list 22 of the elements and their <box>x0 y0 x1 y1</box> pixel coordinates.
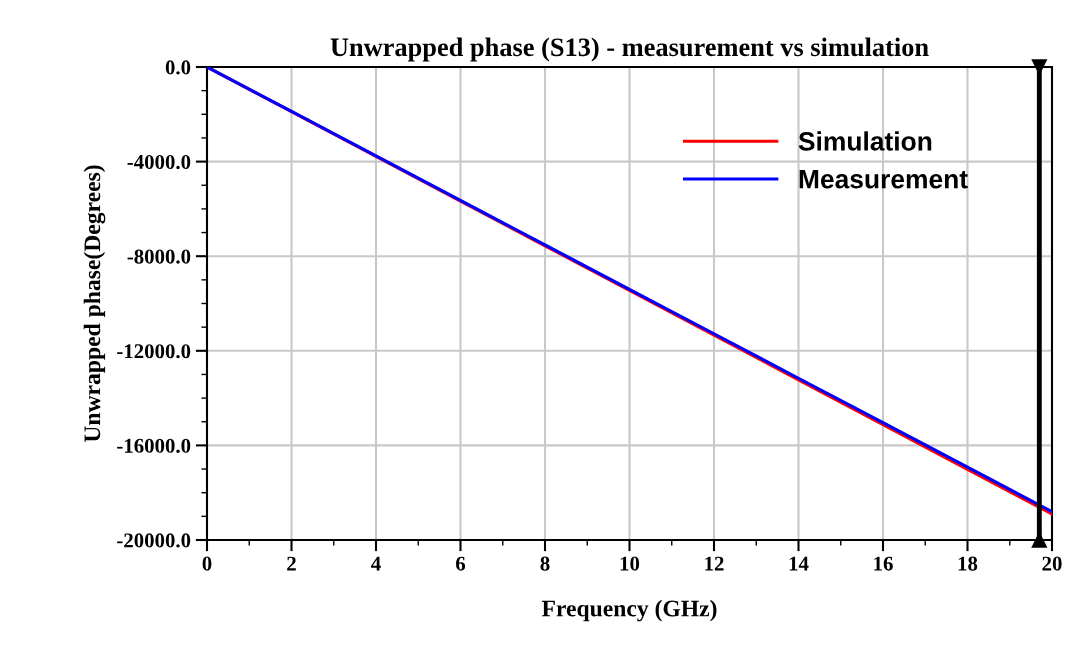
x-tick-label: 2 <box>287 556 296 571</box>
legend-label: Measurement <box>799 170 968 189</box>
x-tick-label: 4 <box>371 556 381 571</box>
x-tick-label: 10 <box>620 556 640 571</box>
x-tick-label: 16 <box>874 556 893 571</box>
y-tick-label: -20000.0 <box>117 533 191 548</box>
y-tick-label: -16000.0 <box>117 438 191 453</box>
x-tick-label: 18 <box>958 556 978 571</box>
x-tick-label: 6 <box>456 556 466 571</box>
y-axis-title: Unwrapped phase(Degrees) <box>83 165 106 443</box>
legend-label: Simulation <box>798 131 932 151</box>
x-tick-label: 14 <box>789 556 809 571</box>
chart-title: Unwrapped phase (S13) - measurement vs simulation <box>330 37 929 62</box>
y-tick-label: -8000.0 <box>127 249 191 264</box>
y-tick-label: -4000.0 <box>127 154 191 170</box>
x-tick-label: 0 <box>202 556 212 571</box>
x-tick-label: 20 <box>1042 556 1062 571</box>
x-tick-label: 8 <box>540 556 550 571</box>
x-axis-title: Frequency (GHz) <box>541 599 717 622</box>
y-tick-label: -12000.0 <box>117 344 191 359</box>
y-tick-label: 0.0 <box>165 60 191 75</box>
x-tick-label: 12 <box>705 556 724 571</box>
